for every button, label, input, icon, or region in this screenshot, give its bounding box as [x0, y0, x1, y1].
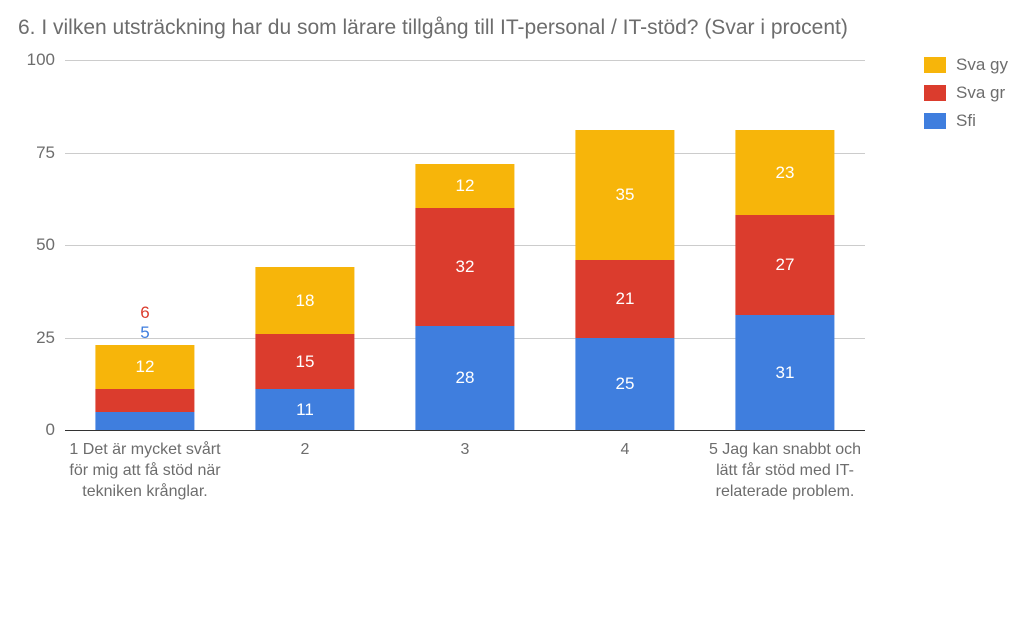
value-label: 21 [616, 289, 635, 309]
bar-segment: 12 [95, 345, 194, 389]
bar-segment: 28 [415, 326, 514, 430]
legend-item: Sva gy [924, 55, 1008, 75]
bar-slot: 28 32 12 [385, 60, 545, 430]
value-label: 12 [456, 176, 475, 196]
x-tick-label: 5 Jag kan snabbt och lätt får stöd med I… [705, 440, 865, 502]
legend-swatch [924, 113, 946, 129]
y-tick-label: 0 [5, 420, 65, 440]
bar-slot: 25 21 35 [545, 60, 705, 430]
x-tick-label: 3 [385, 440, 545, 461]
bar-slot: 12 56 [65, 60, 225, 430]
value-label: 18 [296, 291, 315, 311]
value-label: 32 [456, 257, 475, 277]
legend-label: Sva gy [956, 55, 1008, 75]
y-tick-label: 75 [5, 143, 65, 163]
x-tick-label: 4 [545, 440, 705, 461]
bar-segment: 12 [415, 164, 514, 208]
y-tick-label: 25 [5, 328, 65, 348]
legend-label: Sva gr [956, 83, 1005, 103]
value-label: 11 [296, 400, 314, 420]
legend-item: Sfi [924, 111, 1008, 131]
plot-area: 02550751001256111518283212252135312723 [65, 60, 865, 430]
bar-segment [95, 389, 194, 411]
bar-segment: 35 [575, 130, 674, 260]
value-label: 28 [456, 368, 475, 388]
value-label: 27 [776, 255, 795, 275]
bar-segment: 18 [255, 267, 354, 334]
value-label: 25 [616, 374, 635, 394]
legend-swatch [924, 57, 946, 73]
legend-label: Sfi [956, 111, 976, 131]
chart-title: 6. I vilken utsträckning har du som lära… [18, 16, 848, 40]
value-label: 23 [776, 163, 795, 183]
chart-container: 6. I vilken utsträckning har du som lära… [0, 0, 1024, 633]
bar-segment: 23 [735, 130, 834, 215]
bar-slot: 11 15 18 [225, 60, 385, 430]
bar-segment: 21 [575, 260, 674, 338]
y-tick-label: 50 [5, 235, 65, 255]
bar-segment: 15 [255, 334, 354, 390]
bar-segment: 11 [255, 389, 354, 430]
legend-swatch [924, 85, 946, 101]
value-label: 31 [776, 363, 795, 383]
bar-segment: 32 [415, 208, 514, 326]
bar-segment: 31 [735, 315, 834, 430]
value-label: 6 [140, 303, 149, 323]
y-gridline [65, 430, 865, 431]
bar-segment [95, 412, 194, 431]
x-tick-label: 2 [225, 440, 385, 461]
value-label: 5 [140, 323, 149, 343]
value-label: 35 [616, 185, 635, 205]
legend-item: Sva gr [924, 83, 1008, 103]
bar-slot: 31 27 23 [705, 60, 865, 430]
bar-segment: 27 [735, 215, 834, 315]
value-label: 15 [296, 352, 315, 372]
bar-segment: 25 [575, 338, 674, 431]
legend: Sva gy Sva gr Sfi [924, 55, 1008, 139]
y-tick-label: 100 [5, 50, 65, 70]
x-tick-label: 1 Det är mycket svårt för mig att få stö… [65, 440, 225, 502]
value-label: 12 [136, 357, 155, 377]
